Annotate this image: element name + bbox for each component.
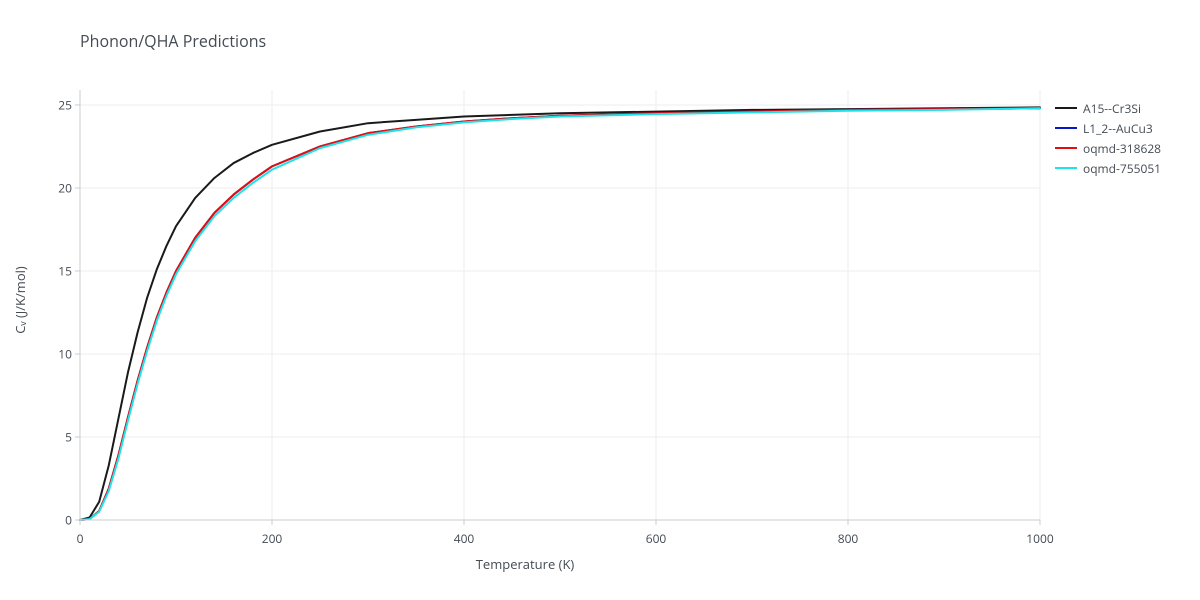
x-tick-label: 0 — [77, 530, 84, 547]
y-axis-label: Cᵥ (J/K/mol) — [11, 266, 29, 334]
y-tick-label: 20 — [52, 179, 72, 196]
legend-label: L1_2--AuCu3 — [1083, 120, 1153, 137]
x-axis-label: Temperature (K) — [476, 555, 575, 573]
x-tick-label: 400 — [454, 530, 475, 547]
y-tick-label: 25 — [52, 96, 72, 113]
y-tick-label: 10 — [52, 345, 72, 362]
legend-label: oqmd-318628 — [1083, 140, 1161, 157]
chart-container: Phonon/QHA Predictions Cᵥ (J/K/mol) Temp… — [0, 0, 1200, 600]
x-tick-label: 200 — [262, 530, 283, 547]
legend-label: oqmd-755051 — [1083, 160, 1161, 177]
legend-swatch — [1055, 127, 1077, 129]
legend-item[interactable]: oqmd-755051 — [1055, 158, 1161, 178]
legend-item[interactable]: oqmd-318628 — [1055, 138, 1161, 158]
chart-title: Phonon/QHA Predictions — [80, 30, 266, 52]
y-tick-label: 0 — [52, 512, 72, 529]
legend-swatch — [1055, 167, 1077, 169]
legend-label: A15--Cr3Si — [1083, 100, 1141, 117]
x-tick-label: 800 — [838, 530, 859, 547]
legend-swatch — [1055, 107, 1077, 109]
x-tick-label: 1000 — [1026, 530, 1053, 547]
legend-item[interactable]: A15--Cr3Si — [1055, 98, 1161, 118]
y-tick-label: 15 — [52, 262, 72, 279]
y-tick-label: 5 — [52, 428, 72, 445]
legend: A15--Cr3Si L1_2--AuCu3 oqmd-318628 oqmd-755… — [1055, 98, 1161, 178]
legend-item[interactable]: L1_2--AuCu3 — [1055, 118, 1161, 138]
legend-swatch — [1055, 147, 1077, 149]
chart-svg — [0, 0, 1200, 600]
x-tick-label: 600 — [646, 530, 667, 547]
